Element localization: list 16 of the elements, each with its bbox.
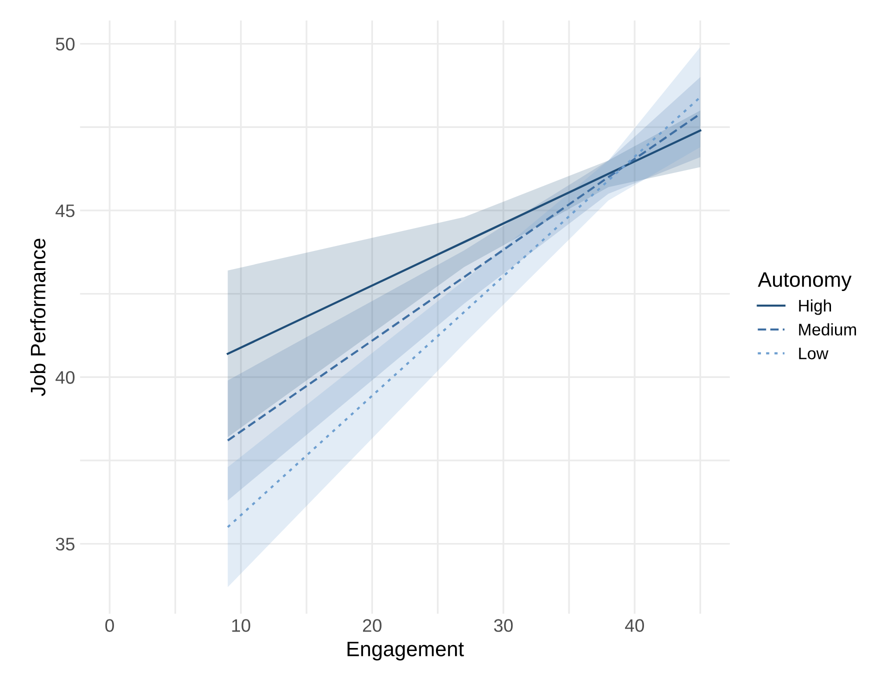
- y-tick-label: 35: [56, 538, 74, 551]
- x-tick-label: 40: [625, 619, 644, 632]
- x-axis-title: Engagement: [348, 642, 464, 660]
- x-tick-label: 20: [363, 619, 382, 632]
- legend-label: Low: [799, 348, 828, 360]
- x-tick-label: 10: [232, 619, 250, 632]
- line-series: [226, 129, 702, 355]
- y-tick-label: 45: [56, 204, 74, 218]
- y-tick-label: 40: [56, 371, 75, 384]
- legend-label: High: [799, 299, 831, 315]
- y-tick-label: 50: [56, 38, 75, 51]
- legend-title: Autonomy: [758, 272, 852, 292]
- y-axis-title: Job Performance: [30, 238, 46, 396]
- x-tick-label: 0: [105, 619, 114, 632]
- x-tick-label: 30: [494, 619, 513, 632]
- legend-label: Medium: [799, 323, 856, 336]
